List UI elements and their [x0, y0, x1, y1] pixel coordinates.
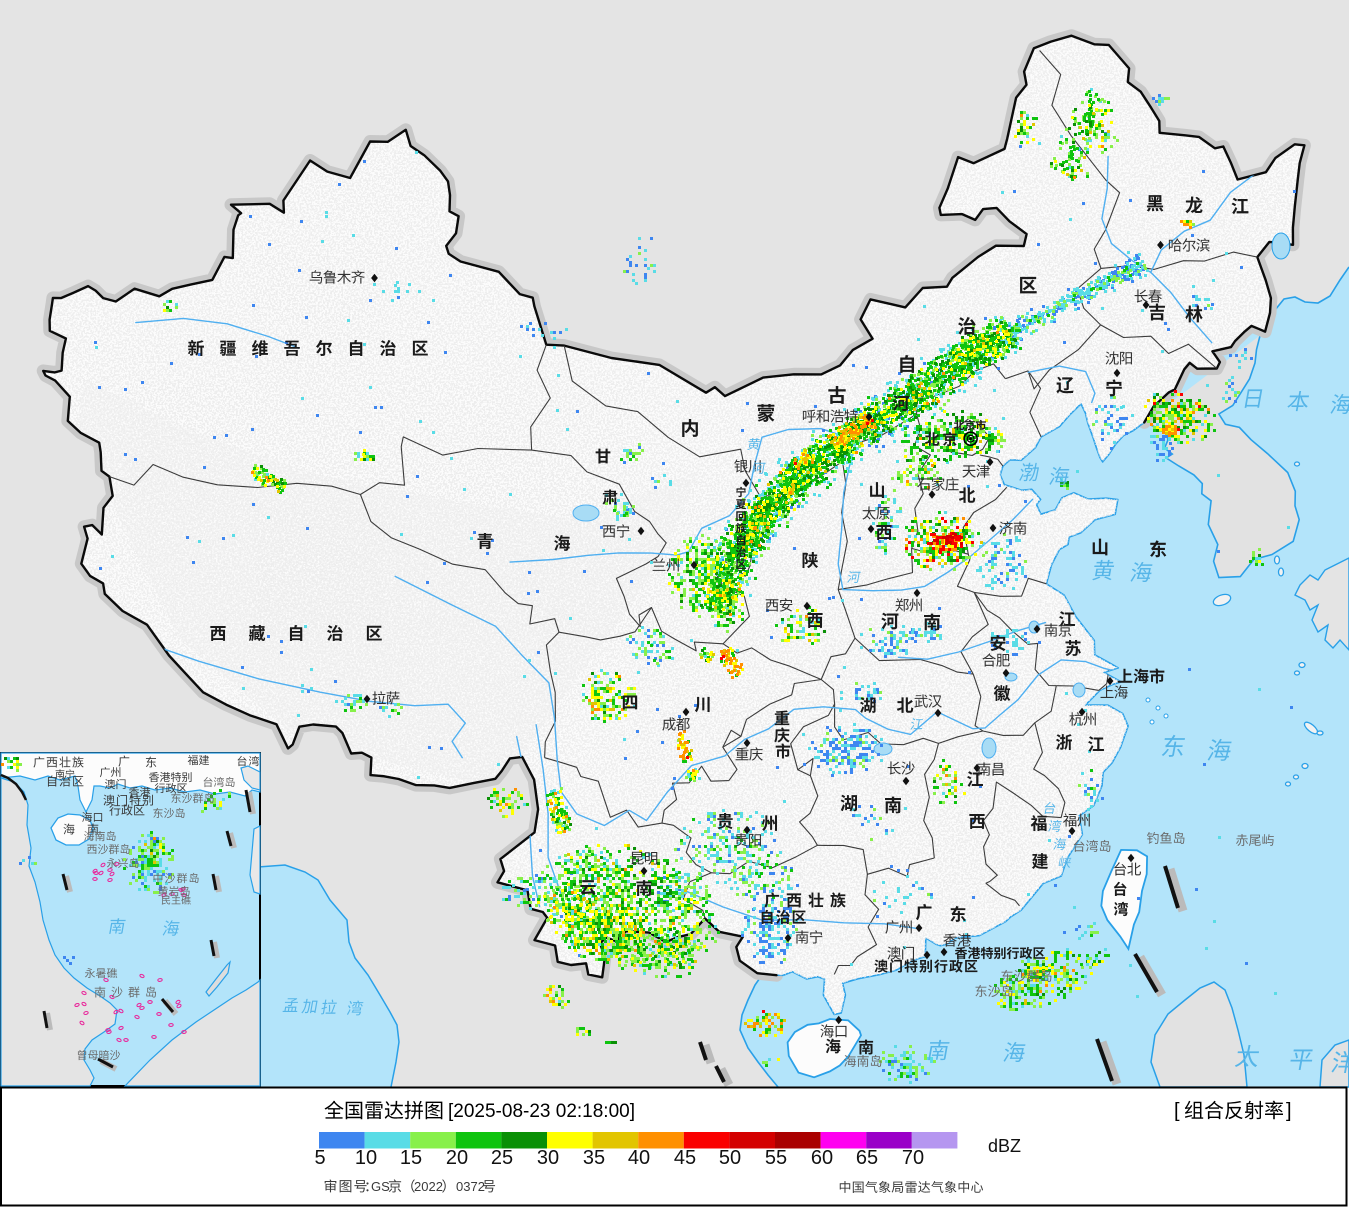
svg-text:5: 5 [314, 1147, 325, 1169]
svg-text:20: 20 [446, 1147, 468, 1169]
svg-text:65: 65 [856, 1147, 878, 1169]
svg-text:GS: GS [371, 1179, 390, 1194]
svg-text:55: 55 [765, 1147, 787, 1169]
svg-text:25: 25 [491, 1147, 513, 1169]
svg-text:60: 60 [811, 1147, 833, 1169]
svg-text:70: 70 [902, 1147, 924, 1169]
svg-text:2022: 2022 [414, 1179, 443, 1194]
svg-text:[: [ [1174, 1100, 1180, 1122]
svg-text:30: 30 [537, 1147, 559, 1169]
svg-text:45: 45 [674, 1147, 696, 1169]
svg-text:15: 15 [400, 1147, 422, 1169]
svg-text:[2025-08-23 02:18:00]: [2025-08-23 02:18:00] [448, 1101, 635, 1122]
svg-text:50: 50 [719, 1147, 741, 1169]
svg-text:40: 40 [628, 1147, 650, 1169]
svg-text:0372: 0372 [456, 1179, 485, 1194]
svg-text:]: ] [1286, 1100, 1292, 1122]
svg-text:10: 10 [355, 1147, 377, 1169]
svg-text:dBZ: dBZ [988, 1136, 1021, 1156]
svg-text:35: 35 [583, 1147, 605, 1169]
